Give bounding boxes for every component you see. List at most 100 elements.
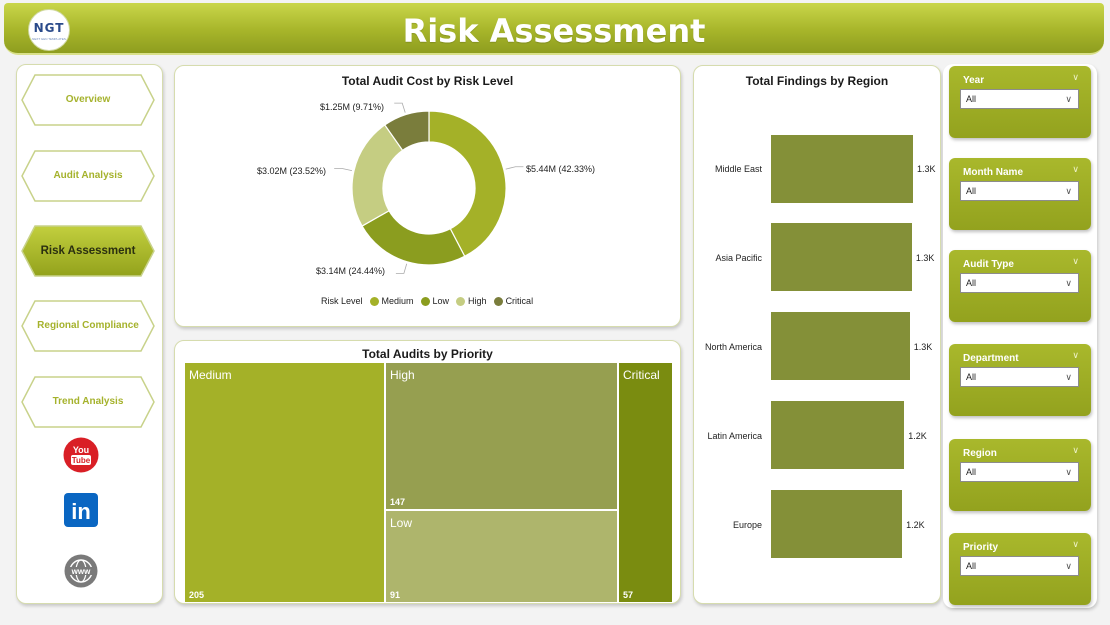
company-logo: NGT NEXT GEN TEMPLATES: [28, 9, 70, 51]
chevron-down-icon: ∨: [1065, 561, 1072, 571]
region-label: Europe: [732, 520, 762, 530]
chevron-down-icon[interactable]: ∨: [1072, 350, 1079, 360]
donut-slice-low[interactable]: [361, 209, 466, 266]
nav-label: Audit Analysis: [53, 170, 123, 181]
leader-line: [394, 102, 406, 113]
nav-button-risk-assessment[interactable]: Risk Assessment: [21, 225, 155, 277]
bar-data-label: 1.2K: [906, 520, 925, 530]
department-dropdown[interactable]: All ∨: [960, 367, 1079, 387]
filter-region: Region ∨ All ∨: [949, 439, 1091, 511]
youtube-icon[interactable]: You Tube: [63, 437, 99, 473]
svg-text:www: www: [71, 567, 91, 576]
treemap-tile-high[interactable]: High 147: [385, 362, 618, 510]
data-label-critical: $1.25M (9.71%): [320, 102, 385, 112]
tile-value: 57: [623, 590, 634, 600]
filter-label: Audit Type: [963, 259, 1014, 270]
nav-button-audit-analysis[interactable]: Audit Analysis: [21, 150, 155, 202]
filter-label: Month Name: [963, 167, 1023, 178]
chart-title: Total Audit Cost by Risk Level: [341, 74, 514, 88]
tile-value: 205: [189, 590, 205, 600]
legend-item-low[interactable]: Low: [432, 296, 450, 306]
svg-text:in: in: [71, 499, 91, 524]
region-bar[interactable]: [771, 312, 910, 380]
nav-label: Trend Analysis: [52, 396, 124, 407]
data-label-low: $3.14M (24.44%): [316, 266, 386, 276]
region-label: North America: [704, 342, 762, 352]
filter-audit-type: Audit Type ∨ All ∨: [949, 250, 1091, 322]
year-dropdown[interactable]: All ∨: [960, 89, 1079, 109]
header-banner: NGT NEXT GEN TEMPLATES Risk Assessment: [4, 3, 1104, 55]
chevron-down-icon[interactable]: ∨: [1072, 256, 1079, 266]
legend-dot-high: [456, 296, 466, 306]
region-bar[interactable]: [771, 135, 913, 203]
tile-label: Critical: [623, 368, 660, 382]
page-title: Risk Assessment: [402, 12, 706, 50]
donut-chart: [334, 102, 524, 274]
filter-month-name: Month Name ∨ All ∨: [949, 158, 1091, 230]
region-label: Middle East: [714, 164, 762, 174]
tile-label: High: [390, 368, 415, 382]
filter-label: Region: [963, 448, 997, 459]
svg-text:You: You: [73, 445, 89, 455]
dropdown-value: All: [966, 186, 977, 196]
bar-data-label: 1.3K: [913, 342, 933, 352]
chevron-down-icon: ∨: [1065, 372, 1072, 382]
priority-dropdown[interactable]: All ∨: [960, 556, 1079, 576]
tile-label: Low: [390, 516, 413, 530]
svg-text:Tube: Tube: [72, 456, 91, 465]
month-name-dropdown[interactable]: All ∨: [960, 181, 1079, 201]
filter-department: Department ∨ All ∨: [949, 344, 1091, 416]
region-bar[interactable]: [771, 223, 912, 291]
nav-button-overview[interactable]: Overview: [21, 74, 155, 126]
chevron-down-icon: ∨: [1065, 94, 1072, 104]
filter-label: Priority: [963, 542, 999, 553]
audits-by-priority-treemap: Total Audits by Priority Medium 205 High…: [174, 340, 681, 604]
legend-item-medium[interactable]: Medium: [381, 296, 414, 306]
nav-button-regional-compliance[interactable]: Regional Compliance: [21, 300, 155, 352]
nav-label: Regional Compliance: [37, 320, 139, 331]
chevron-down-icon[interactable]: ∨: [1072, 72, 1079, 82]
chevron-down-icon: ∨: [1065, 186, 1072, 196]
treemap-tile-medium[interactable]: Medium 205: [184, 362, 385, 603]
audit-type-dropdown[interactable]: All ∨: [960, 273, 1079, 293]
chart-title: Total Audits by Priority: [362, 347, 493, 361]
filter-label: Department: [963, 353, 1019, 364]
nav-label: Risk Assessment: [40, 245, 136, 257]
tile-label: Medium: [189, 368, 232, 382]
chevron-down-icon[interactable]: ∨: [1072, 539, 1079, 549]
chart-title: Total Findings by Region: [745, 74, 889, 88]
linkedin-icon[interactable]: in: [64, 493, 98, 527]
treemap-tile-critical[interactable]: Critical 57: [618, 362, 673, 603]
logo-text: NGT: [33, 21, 65, 35]
leader-line: [505, 166, 524, 170]
legend-item-high[interactable]: High: [468, 296, 487, 306]
region-bar[interactable]: [771, 401, 905, 469]
chart-legend: Risk Level Medium Low High Critical: [321, 296, 533, 306]
legend-item-critical[interactable]: Critical: [505, 296, 534, 306]
chevron-down-icon[interactable]: ∨: [1072, 164, 1079, 174]
tile-value: 147: [390, 497, 406, 507]
region-label: Latin America: [707, 431, 762, 441]
chevron-down-icon[interactable]: ∨: [1072, 445, 1079, 455]
logo-subtext: NEXT GEN TEMPLATES: [32, 37, 66, 41]
region-bar[interactable]: [771, 490, 903, 558]
bar-data-label: 1.2K: [908, 431, 927, 441]
filter-year: Year ∨ All ∨: [949, 66, 1091, 138]
dropdown-value: All: [966, 278, 977, 288]
bar-data-label: 1.3K: [917, 164, 936, 174]
region-label: Asia Pacific: [715, 253, 762, 263]
donut-slice-critical[interactable]: [383, 110, 430, 152]
leader-line: [334, 168, 353, 172]
legend-dot-low: [420, 296, 430, 306]
legend-dot-critical: [493, 296, 503, 306]
dropdown-value: All: [966, 372, 977, 382]
donut-slice-medium[interactable]: [428, 110, 507, 258]
chevron-down-icon: ∨: [1065, 278, 1072, 288]
chevron-down-icon: ∨: [1065, 467, 1072, 477]
filter-label: Year: [963, 75, 985, 86]
website-globe-icon[interactable]: www: [64, 554, 98, 588]
region-dropdown[interactable]: All ∨: [960, 462, 1079, 482]
treemap-tile-low[interactable]: Low 91: [385, 510, 618, 603]
dropdown-value: All: [966, 467, 977, 477]
nav-button-trend-analysis[interactable]: Trend Analysis: [21, 376, 155, 428]
